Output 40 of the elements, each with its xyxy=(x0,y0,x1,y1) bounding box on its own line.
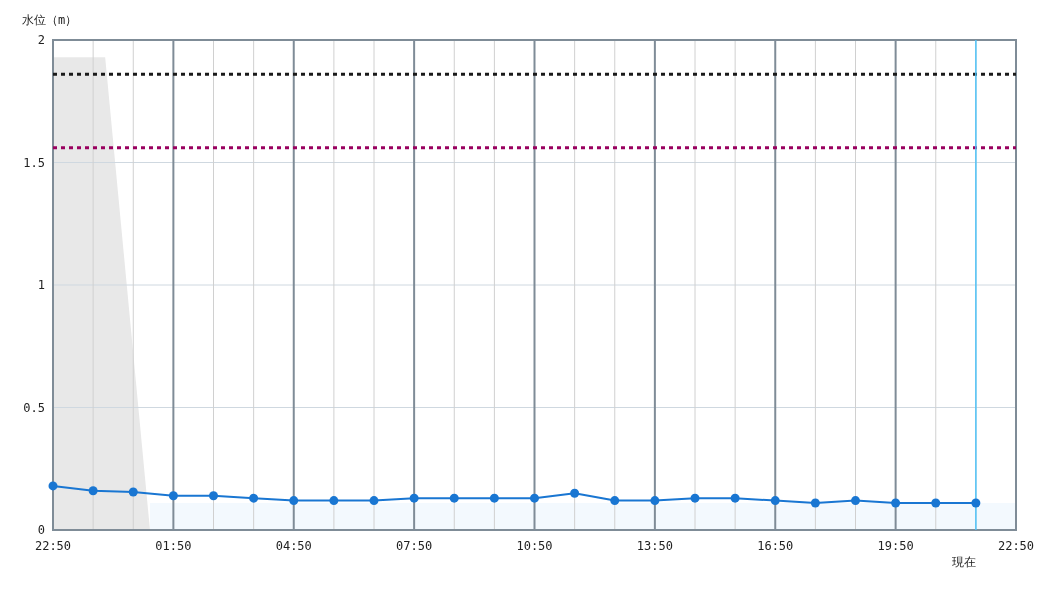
x-tick-label: 13:50 xyxy=(636,539,673,553)
point xyxy=(610,496,620,506)
point xyxy=(971,498,981,508)
y-tick-label: 0 xyxy=(37,523,45,537)
ref-line-label: 現在 xyxy=(951,555,976,569)
point xyxy=(690,493,700,503)
point xyxy=(88,486,98,496)
point xyxy=(891,498,901,508)
y-tick-label: 0.5 xyxy=(23,400,45,415)
point xyxy=(489,493,499,503)
x-tick-label: 22:50 xyxy=(997,539,1035,553)
x-tick-label: 04:50 xyxy=(275,539,312,553)
point xyxy=(931,498,941,508)
x-tick-label: 16:50 xyxy=(757,539,794,553)
point xyxy=(730,493,740,503)
point xyxy=(810,498,820,508)
point xyxy=(449,493,459,503)
point xyxy=(369,496,379,506)
point xyxy=(570,488,580,498)
x-tick-label: 22:50 xyxy=(34,539,72,553)
point xyxy=(48,481,58,491)
point xyxy=(650,496,660,506)
y-tick-label: 1.5 xyxy=(23,155,45,170)
point xyxy=(128,487,138,497)
point xyxy=(329,496,339,506)
y-tick-label: 1 xyxy=(37,278,45,292)
y-tick-label: 2 xyxy=(37,33,45,47)
point xyxy=(851,496,860,506)
x-tick-label: 07:50 xyxy=(396,539,433,553)
x-tick-label: 19:50 xyxy=(877,539,914,553)
point xyxy=(168,491,178,501)
x-tick-label: 10:50 xyxy=(516,539,553,553)
x-tick-label: 01:50 xyxy=(155,539,192,553)
point xyxy=(409,493,419,503)
point xyxy=(530,493,539,503)
point xyxy=(209,491,218,501)
point xyxy=(249,493,259,503)
y-axis-title: 水位（m） xyxy=(22,13,78,27)
point xyxy=(289,496,299,506)
point xyxy=(770,496,780,506)
